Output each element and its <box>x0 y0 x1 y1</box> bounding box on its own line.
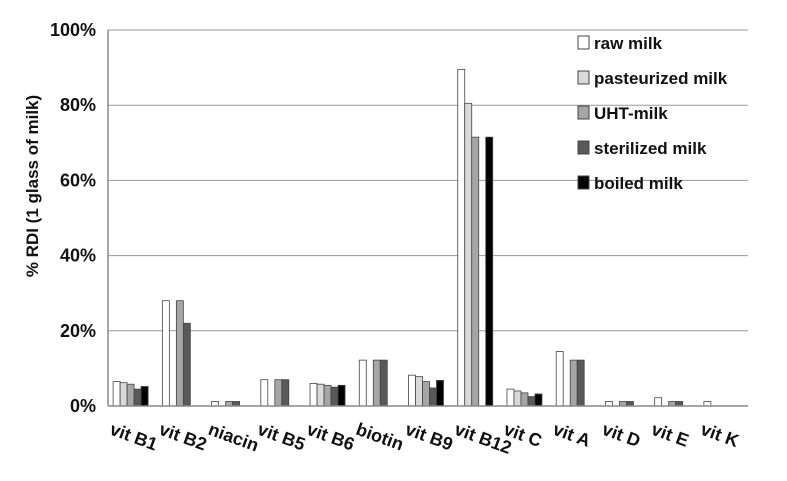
bar <box>464 102 473 407</box>
y-tick-label: 0% <box>70 396 96 416</box>
x-tick-label: vit K <box>698 419 742 451</box>
bar <box>471 136 480 407</box>
y-tick-label: 20% <box>60 321 96 341</box>
y-tick-label: 80% <box>60 95 96 115</box>
legend-label: boiled milk <box>594 174 683 193</box>
bar <box>316 383 325 407</box>
legend-swatch <box>577 70 590 85</box>
bar <box>485 136 494 407</box>
legend-swatch <box>577 140 590 155</box>
bar <box>457 69 466 407</box>
legend-label: sterilized milk <box>594 139 707 158</box>
bar <box>555 351 564 407</box>
y-tick-label: 60% <box>60 170 96 190</box>
legend-label: UHT-milk <box>594 104 668 123</box>
bar <box>429 387 437 407</box>
x-tick-label: vit B1 <box>107 419 160 455</box>
y-axis-ticks: 0% 20% 40% 60% 80% 100% <box>50 20 96 416</box>
x-tick-label: vit B5 <box>255 419 308 455</box>
bar <box>506 388 515 407</box>
bar <box>654 397 663 407</box>
x-tick-label: niacin <box>206 419 262 456</box>
legend: raw milk pasteurized milk UHT-milk steriliz… <box>577 34 728 193</box>
bar <box>520 392 529 407</box>
gridlines <box>108 29 748 332</box>
bar <box>274 379 283 407</box>
legend-label: raw milk <box>594 34 663 53</box>
bar <box>119 382 128 407</box>
bar <box>140 386 149 407</box>
bar <box>422 381 430 407</box>
x-tick-label: vit E <box>649 419 692 451</box>
bar <box>175 300 184 407</box>
x-tick-label: vit B9 <box>403 419 456 455</box>
x-tick-label: vit B6 <box>304 419 357 455</box>
x-tick-label: vit D <box>600 419 644 451</box>
bar <box>182 322 191 407</box>
bar <box>337 384 346 407</box>
bar <box>161 300 170 407</box>
bars <box>112 69 712 407</box>
legend-swatch <box>577 105 590 120</box>
y-tick-label: 40% <box>60 246 96 266</box>
x-tick-label: biotin <box>353 419 406 455</box>
bar <box>408 374 416 407</box>
bar <box>358 359 367 407</box>
legend-swatch <box>577 35 590 50</box>
bar <box>330 386 339 407</box>
x-tick-label: vit A <box>550 419 593 451</box>
x-tick-label: vit B2 <box>156 419 209 455</box>
bar <box>436 380 444 407</box>
y-axis-label: % RDI (1 glass of milk) <box>23 95 42 277</box>
bar <box>281 379 290 407</box>
bar <box>133 388 142 407</box>
bar <box>112 381 121 407</box>
bar <box>372 359 381 407</box>
bar <box>379 359 388 407</box>
legend-label: pasteurized milk <box>594 69 728 88</box>
bar <box>415 376 423 407</box>
bar <box>569 359 578 407</box>
bar <box>527 396 536 407</box>
bar <box>309 383 318 407</box>
bar <box>323 384 332 407</box>
bar <box>126 383 135 407</box>
bar <box>534 393 543 407</box>
bar <box>576 359 585 407</box>
bar <box>513 390 522 407</box>
legend-swatch <box>577 175 590 190</box>
y-tick-label: 100% <box>50 20 96 40</box>
bar <box>260 379 269 407</box>
